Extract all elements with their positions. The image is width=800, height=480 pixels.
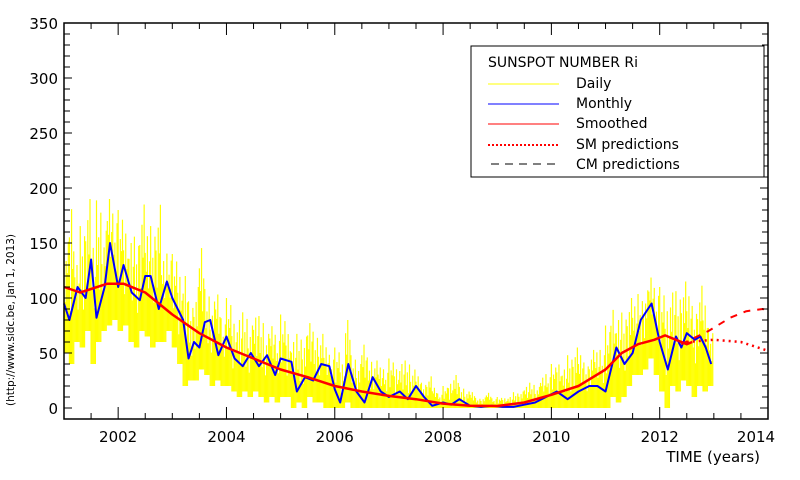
x-tick-label: 2006: [316, 428, 354, 446]
legend-entry-sm-predictions: SM predictions: [576, 137, 679, 153]
x-tick-label: 2010: [532, 428, 570, 446]
legend-title: SUNSPOT NUMBER Ri: [488, 55, 638, 71]
y-tick-label: 300: [29, 70, 58, 88]
legend-box: [470, 45, 765, 178]
legend-entry-cm-predictions: CM predictions: [576, 157, 680, 173]
y-tick-label: 0: [48, 400, 58, 418]
legend-entry-daily: Daily: [576, 76, 611, 92]
legend-entry-smoothed: Smoothed: [576, 116, 648, 132]
y-tick-label: 150: [29, 235, 58, 253]
axis-ticks: 0 50 100 150 200 250 300 350 2002 2004 2006 2008 201…: [29, 15, 775, 446]
y-tick-label: 50: [39, 345, 58, 363]
y-tick-label: 200: [29, 180, 58, 198]
x-tick-label: 2014: [737, 428, 775, 446]
side-note: (http://www.sidc.be, Jan 1, 2013): [5, 234, 17, 406]
x-tick-label: 2002: [99, 428, 137, 446]
smoothed-line: [63, 282, 693, 408]
y-tick-label: 250: [29, 125, 58, 143]
x-tick-label: 2008: [424, 428, 462, 446]
monthly-line: [63, 242, 713, 408]
y-tick-label: 100: [29, 290, 58, 308]
x-tick-label: 2012: [641, 428, 679, 446]
legend-entry-monthly: Monthly: [576, 96, 632, 112]
y-tick-label: 350: [29, 15, 58, 33]
x-tick-label: 2004: [207, 428, 245, 446]
legend: SUNSPOT NUMBER Ri Daily Monthly Smoothed…: [470, 45, 765, 178]
x-axis-label: TIME (years): [665, 448, 760, 466]
sm-predictions-line: [686, 338, 769, 352]
